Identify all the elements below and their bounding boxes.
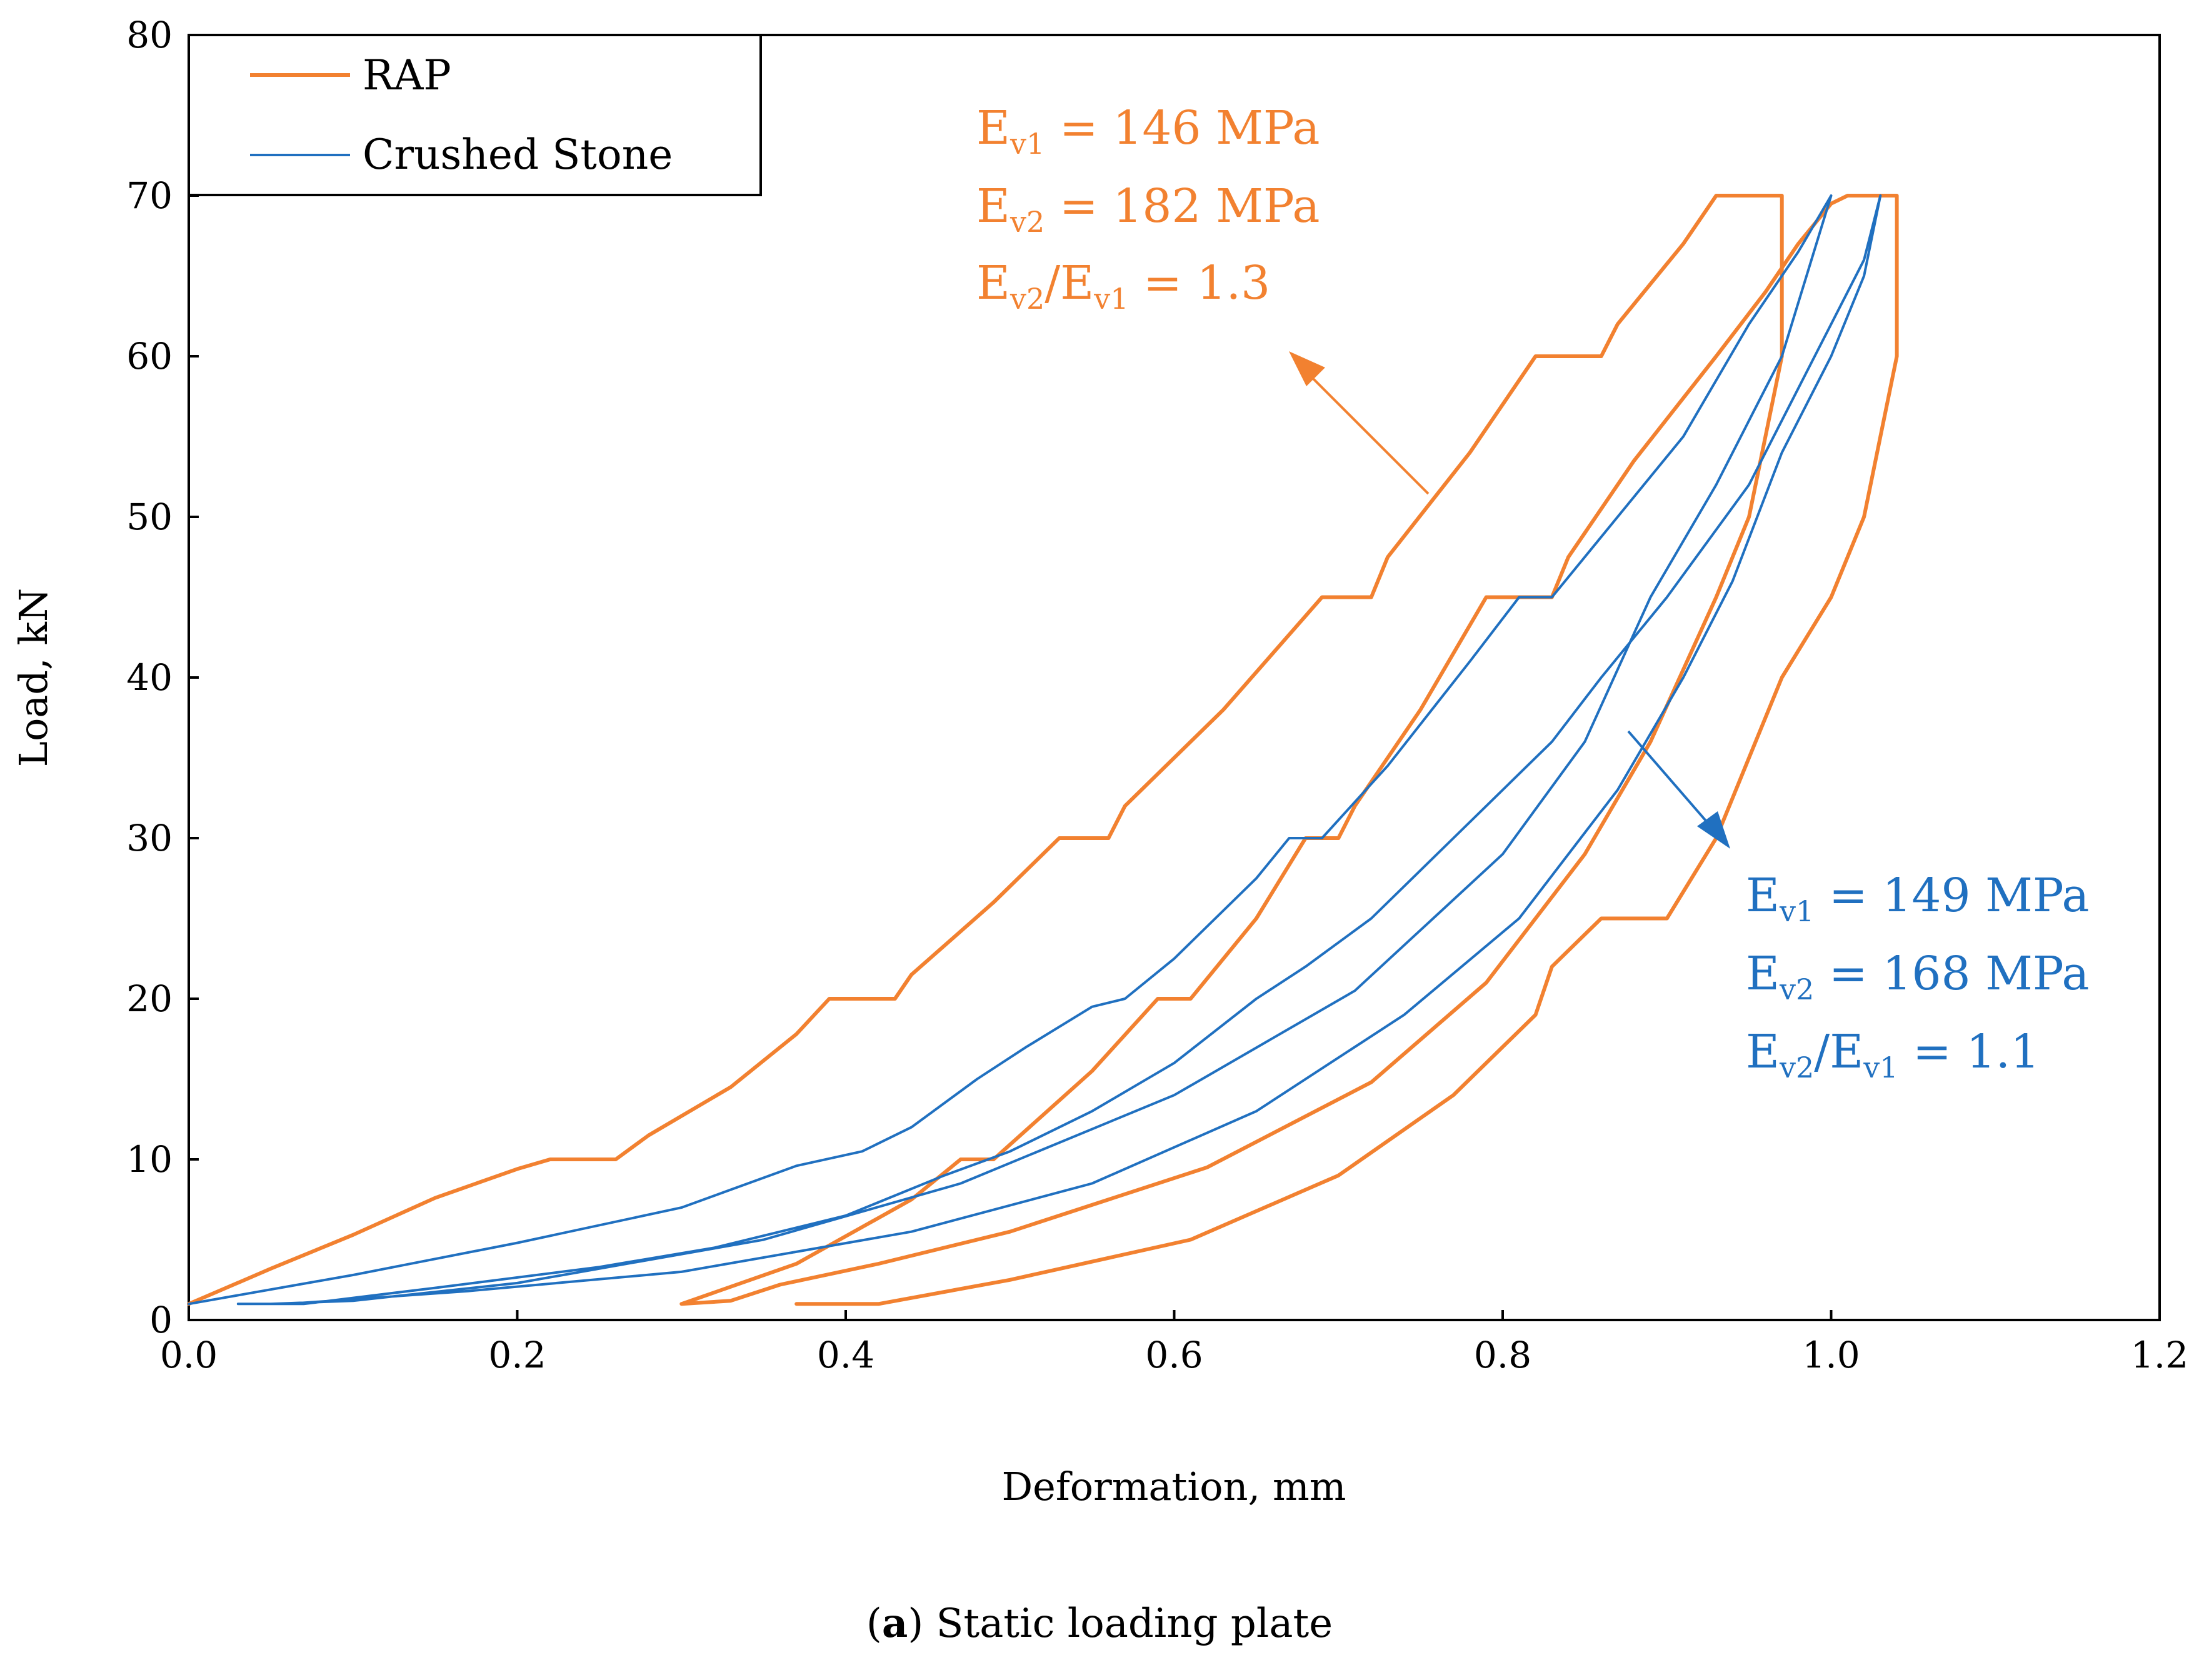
y-tick-label: 50 [126, 496, 173, 538]
annotation-crushed-stone: Ev1 = 149 MPa Ev2 = 168 MPa Ev2/Ev1 = 1.… [1627, 730, 2089, 1084]
annotation-rap-line3: Ev2/Ev1 = 1.3 [976, 256, 1270, 316]
annotation-rap-arrow-line [1305, 371, 1430, 495]
y-axis-title: Load, kN [11, 588, 56, 767]
annotation-stone-arrowhead [1697, 811, 1730, 849]
series-line-crushed-stone [188, 194, 1882, 1306]
caption-text: Static loading plate [923, 1601, 1333, 1647]
annotation-stone-line2: Ev2 = 168 MPa [1746, 947, 2089, 1006]
y-tick-label: 20 [126, 978, 173, 1020]
y-tick-label: 0 [149, 1299, 173, 1341]
plot-area [188, 34, 2161, 1321]
legend-label-rap: RAP [363, 51, 451, 99]
axis-ticks: 0.0 0.2 0.4 0.6 0.8 1.0 1.2 0 10 20 30 40 50 60 70 80 [126, 14, 2188, 1376]
annotation-rap: Ev1 = 146 MPa Ev2 = 182 MPa Ev2/Ev1 = 1.… [976, 101, 1430, 495]
annotation-stone-arrow-line [1627, 730, 1711, 826]
y-tick-label: 10 [126, 1138, 173, 1181]
y-tick-label: 70 [126, 174, 173, 217]
annotation-stone-line3: Ev2/Ev1 = 1.1 [1746, 1025, 2040, 1084]
y-tick-label: 60 [126, 335, 173, 378]
y-tick-label: 40 [126, 656, 173, 699]
x-tick-label: 0.4 [817, 1334, 874, 1376]
caption-label: a [881, 1600, 908, 1647]
annotation-rap-line1: Ev1 = 146 MPa [976, 101, 1320, 161]
x-tick-label: 1.2 [2131, 1334, 2188, 1376]
y-tick-label: 30 [126, 817, 173, 859]
series-layer [187, 194, 1899, 1306]
x-tick-label: 0.8 [1474, 1334, 1531, 1376]
annotation-rap-arrowhead [1289, 351, 1325, 386]
legend: RAP Crushed Stone [188, 34, 762, 196]
legend-label-crushed-stone: Crushed Stone [363, 131, 673, 179]
x-tick-label: 1.0 [1802, 1334, 1860, 1376]
x-axis-title: Deformation, mm [1001, 1464, 1346, 1509]
legend-box [188, 34, 762, 196]
series-line-rap [187, 194, 1899, 1306]
x-tick-label: 0.6 [1145, 1334, 1203, 1376]
y-tick-label: 80 [126, 14, 173, 56]
x-tick-label: 0.2 [488, 1334, 546, 1376]
x-tick-label: 0.0 [160, 1334, 218, 1376]
annotation-stone-line1: Ev1 = 149 MPa [1746, 869, 2089, 928]
annotation-rap-line2: Ev2 = 182 MPa [976, 179, 1320, 239]
figure-caption: (a) Static loading plate [866, 1600, 1333, 1647]
